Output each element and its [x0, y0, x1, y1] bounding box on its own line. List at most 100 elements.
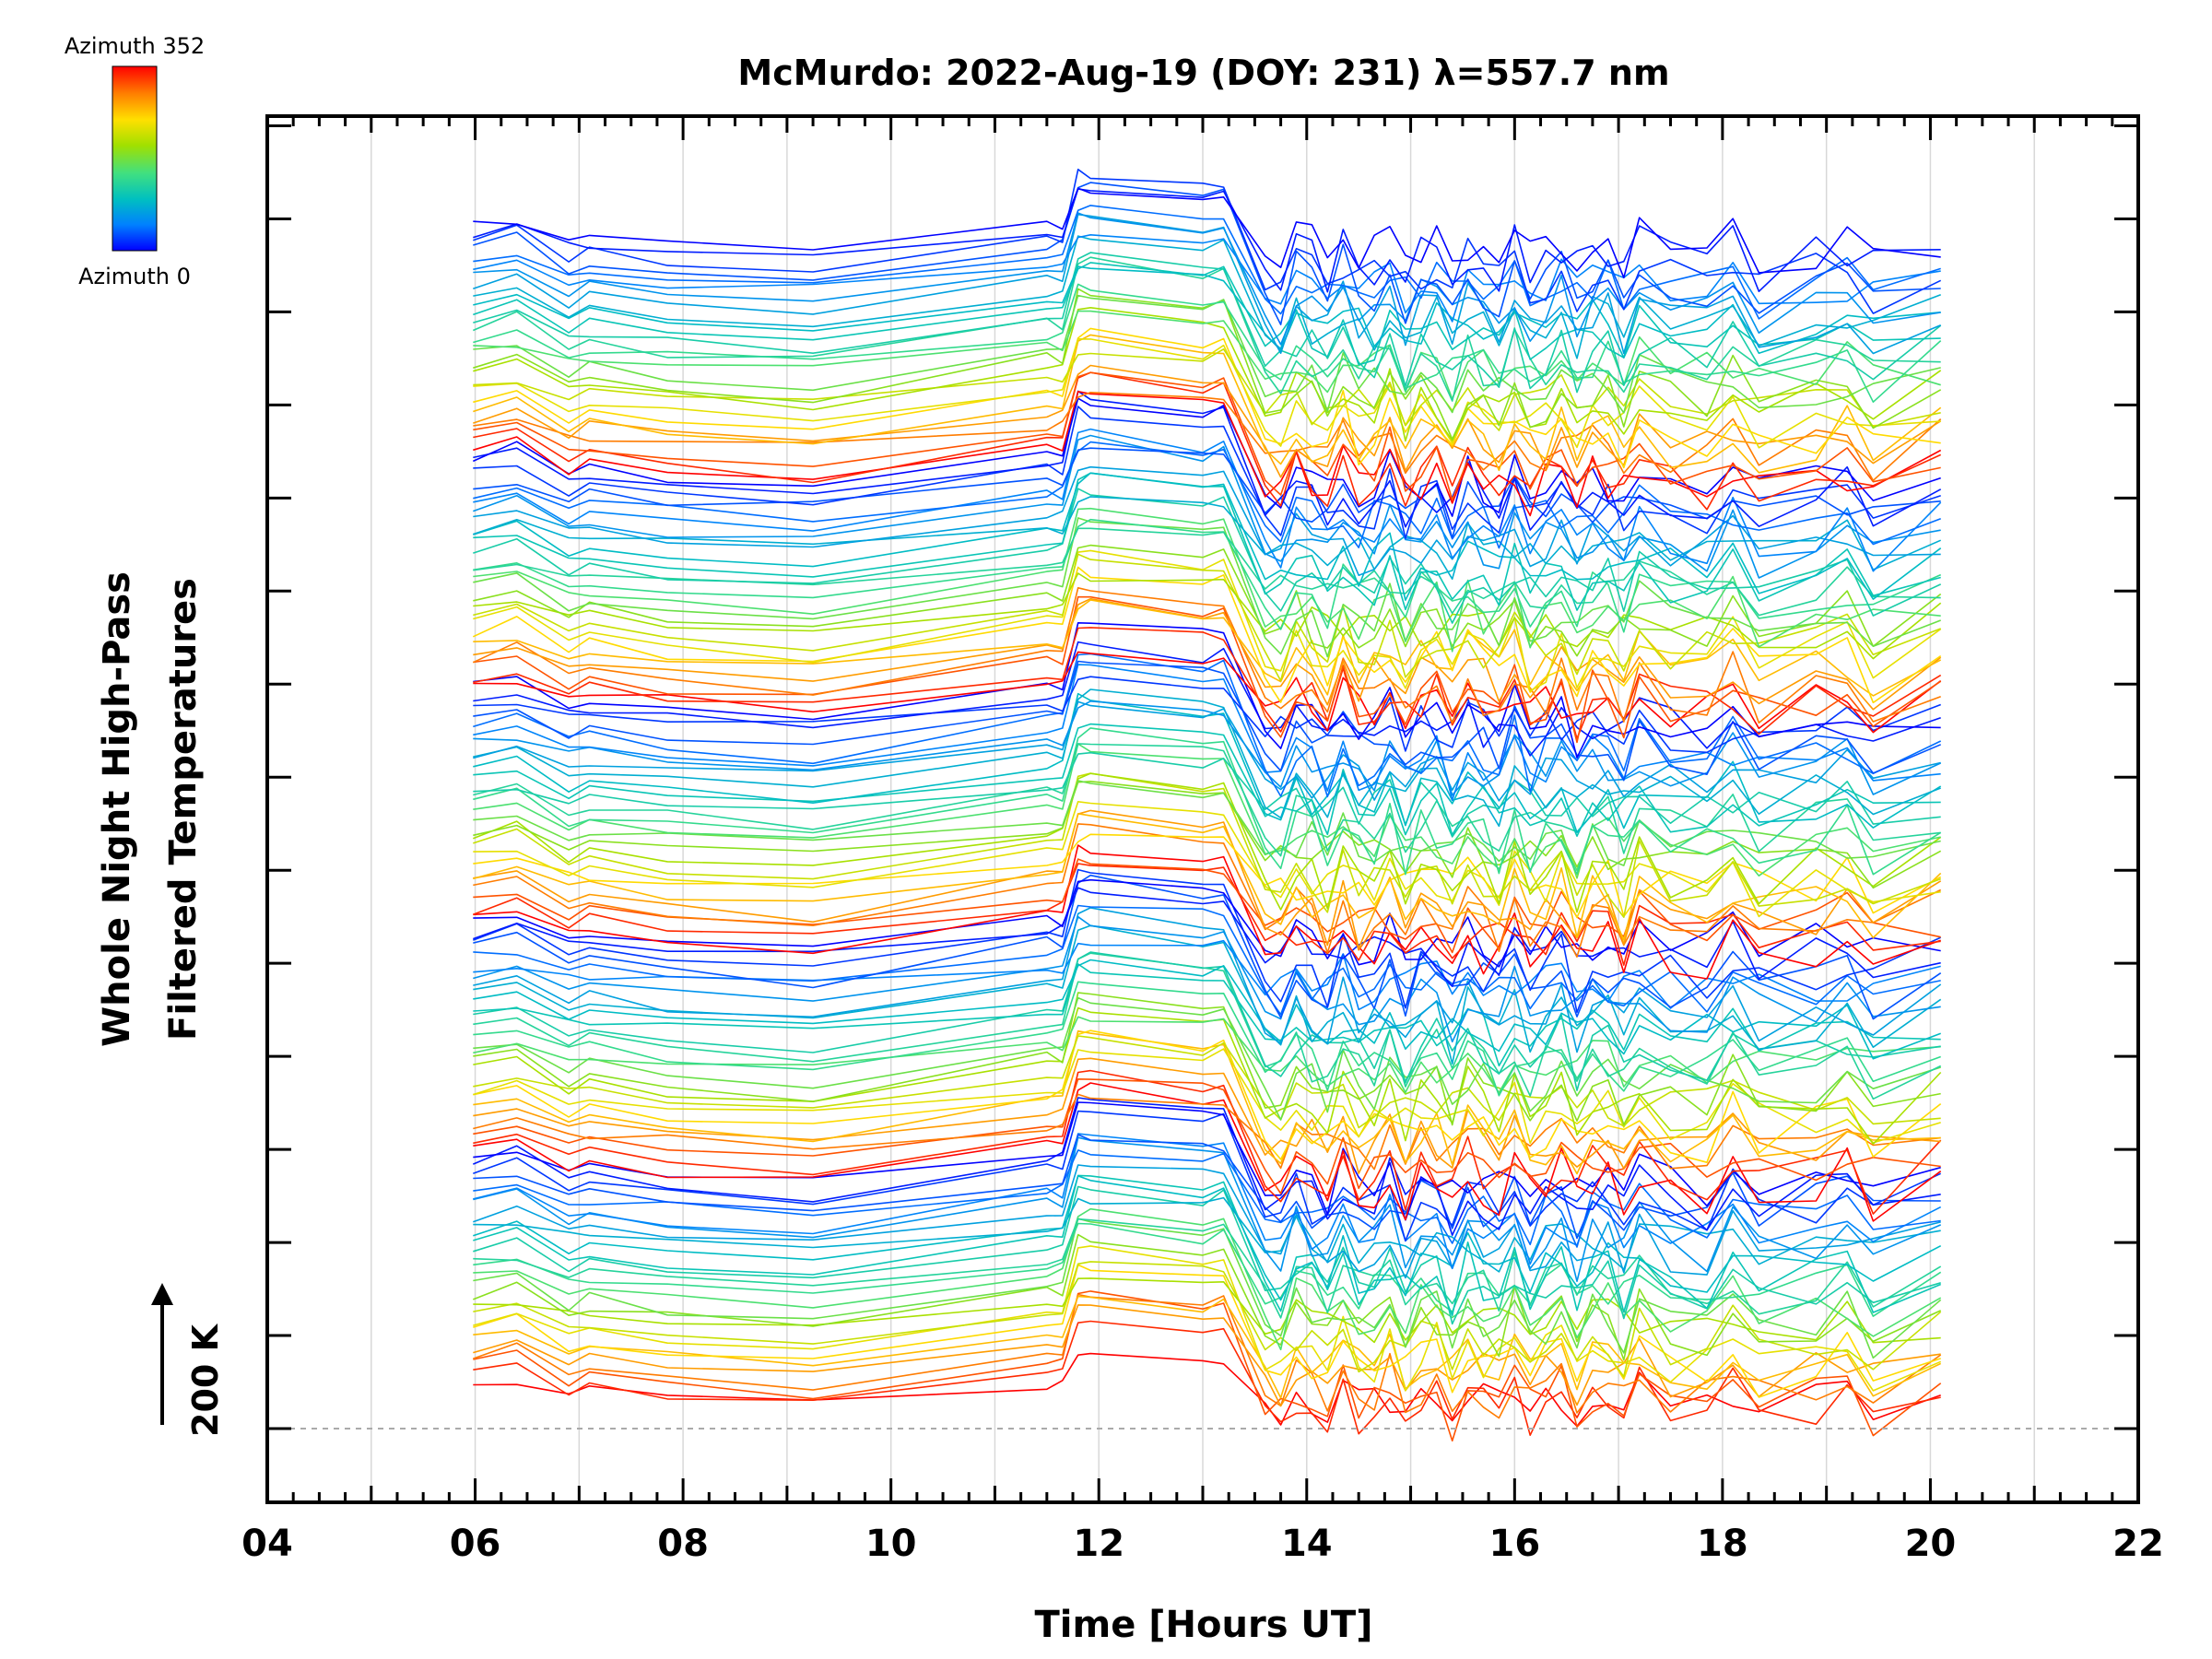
- series-line: [473, 182, 1941, 326]
- series-line: [473, 294, 1941, 414]
- scale-bar-arrow-head: [151, 1283, 173, 1305]
- series-line: [472, 586, 1941, 724]
- x-tick-label: 22: [2112, 1523, 2164, 1565]
- series-line: [473, 1352, 1941, 1428]
- series-line: [473, 310, 1941, 400]
- x-axis-label: Time [Hours UT]: [1035, 1604, 1373, 1646]
- series-line: [473, 1233, 1942, 1361]
- series-line: [472, 1097, 1941, 1236]
- series-line: [473, 904, 1941, 1016]
- series-line: [473, 772, 1941, 919]
- series-line: [473, 544, 1942, 657]
- series-line: [473, 700, 1942, 796]
- series-line: [473, 517, 1941, 658]
- series-line: [473, 1006, 1942, 1145]
- series-line: [473, 1082, 1942, 1222]
- series-line: [473, 371, 1941, 501]
- x-tick-label: 04: [241, 1523, 293, 1565]
- series-line: [473, 465, 1941, 577]
- series-line: [473, 1101, 1941, 1221]
- series-line: [473, 952, 1942, 1100]
- series-line: [473, 1048, 1941, 1145]
- series-line: [473, 907, 1942, 1053]
- series-line: [473, 751, 1941, 838]
- series-line: [473, 1093, 1941, 1171]
- series-line: [473, 1164, 1941, 1279]
- series-line: [473, 1175, 1942, 1301]
- series-line: [473, 188, 1941, 293]
- series-line: [473, 235, 1941, 359]
- series-line: [473, 878, 1941, 968]
- series-line: [473, 743, 1941, 877]
- series-line: [473, 1016, 1941, 1094]
- series-line: [473, 676, 1941, 754]
- series-line: [473, 915, 1941, 1043]
- series-line: [473, 1196, 1941, 1273]
- series-line: [473, 347, 1941, 431]
- series-line: [473, 1030, 1941, 1175]
- colorbar-bottom-label: Azimuth 0: [78, 264, 191, 289]
- series-line: [473, 1218, 1942, 1319]
- series-line: [473, 265, 1941, 359]
- axis-ticks: [265, 116, 2140, 1502]
- series-line: [473, 213, 1942, 355]
- series-line: [473, 780, 1941, 879]
- scale-bar-label: 200 K: [185, 1323, 226, 1437]
- colorbar-top-label: Azimuth 352: [65, 33, 205, 59]
- series-line: [473, 723, 1941, 838]
- series-line: [473, 1134, 1941, 1240]
- series-line: [473, 283, 1942, 404]
- series-line: [472, 566, 1942, 704]
- series-line: [473, 664, 1941, 801]
- series-line: [473, 252, 1942, 394]
- series-line: [473, 963, 1941, 1067]
- series-line: [473, 1035, 1941, 1129]
- series-line: [473, 391, 1942, 482]
- series-line: [473, 981, 1941, 1097]
- series-line: [473, 262, 1941, 366]
- series-line: [472, 397, 1941, 517]
- series-line: [473, 169, 1942, 314]
- series-line: [473, 727, 1942, 876]
- series-line: [473, 1222, 1942, 1317]
- x-tick-label: 20: [1905, 1523, 1957, 1565]
- series-line: [473, 205, 1941, 320]
- series-line: [473, 1136, 1942, 1282]
- series-line: [473, 1245, 1942, 1392]
- series-line: [473, 951, 1941, 1091]
- series-line: [473, 1057, 1941, 1174]
- series-line: [473, 1078, 1941, 1194]
- series-line: [473, 641, 1941, 757]
- series-line: [473, 743, 1941, 857]
- series-line: [473, 627, 1942, 740]
- series-line: [473, 234, 1941, 323]
- series-line: [473, 1185, 1941, 1325]
- y-axis-label-line1: Whole Night High-Pass: [96, 571, 138, 1047]
- series-line: [473, 187, 1941, 279]
- scale-bar: 200 K: [151, 1283, 226, 1437]
- chart-title: McMurdo: 2022-Aug-19 (DOY: 231) λ=557.7 …: [737, 53, 1669, 93]
- series-line: [473, 660, 1942, 782]
- series-line: [473, 428, 1942, 572]
- x-tick-label: 18: [1697, 1523, 1748, 1565]
- series-line: [473, 858, 1941, 954]
- series-line: [473, 812, 1942, 941]
- series-line: [473, 1264, 1941, 1398]
- series-line: [473, 653, 1942, 798]
- series-line: [473, 651, 1942, 734]
- series-line: [473, 496, 1942, 581]
- series-line: [473, 863, 1941, 966]
- series-line: [473, 406, 1941, 540]
- colorbar-gradient: [112, 65, 158, 252]
- series-line: [473, 1320, 1941, 1436]
- series-lines: [472, 169, 1942, 1441]
- series-line: [473, 1295, 1942, 1399]
- x-tick-label: 10: [865, 1523, 917, 1565]
- series-line: [473, 472, 1942, 602]
- series-line: [473, 306, 1942, 442]
- x-tick-label: 08: [657, 1523, 709, 1565]
- series-line: [473, 364, 1942, 478]
- x-tick-label: 06: [450, 1523, 501, 1565]
- series-line: [473, 1174, 1942, 1317]
